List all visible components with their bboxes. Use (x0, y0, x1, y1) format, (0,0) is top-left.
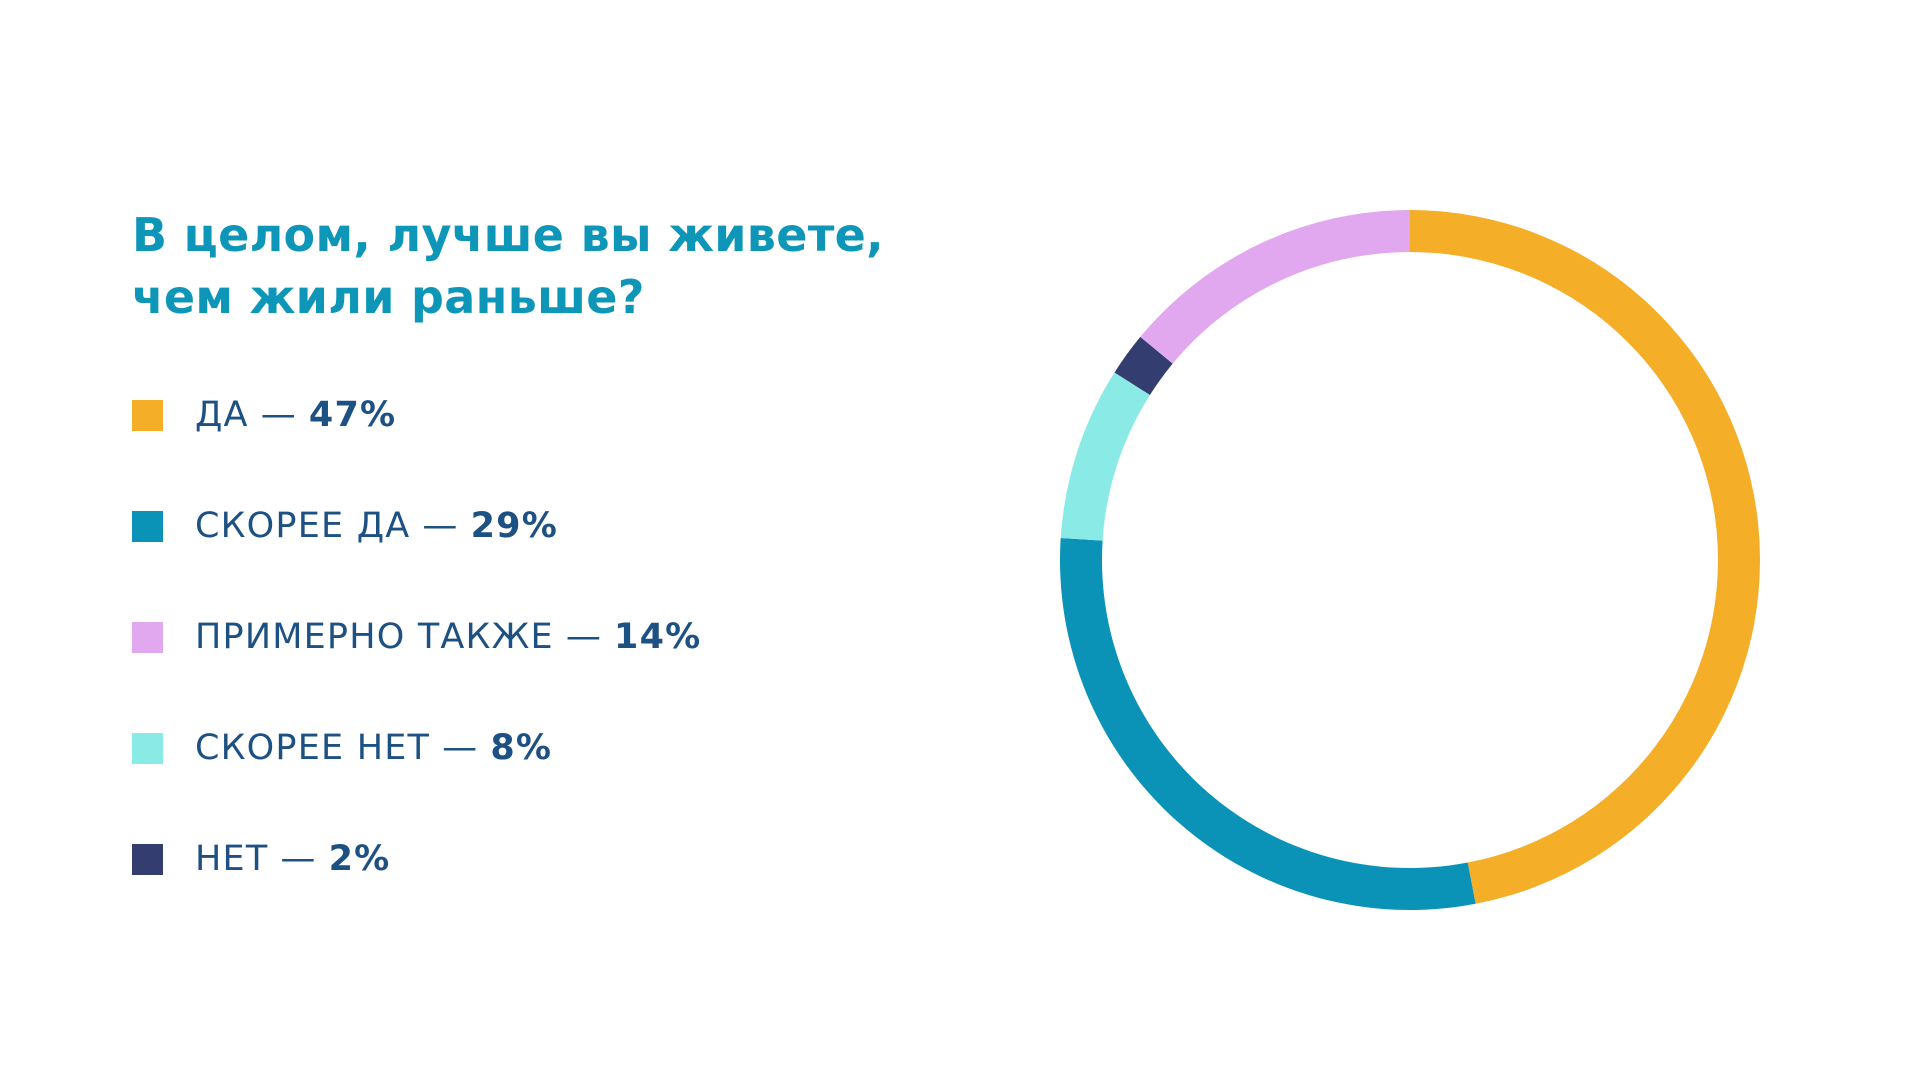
legend-value: 29% (470, 506, 558, 546)
legend-separator: — (565, 617, 603, 657)
legend-value: 8% (490, 728, 553, 768)
legend-item: ДА — 47% (132, 385, 701, 445)
legend-text: СКОРЕЕ НЕТ — 8% (195, 728, 552, 768)
legend-label: СКОРЕЕ НЕТ (195, 728, 431, 768)
chart-title: В целом, лучше вы живете, чем жили раньш… (132, 208, 884, 324)
legend-swatch (132, 510, 163, 542)
legend-label: ПРИМЕРНО ТАКЖЕ (195, 617, 554, 657)
legend-text: ПРИМЕРНО ТАКЖЕ — 14% (195, 617, 701, 657)
legend-value: 47% (308, 395, 397, 435)
legend-swatch (132, 621, 163, 653)
donut-slice (1140, 210, 1410, 364)
legend-separator: — (422, 506, 459, 546)
legend-label: ДА (195, 395, 249, 435)
legend-item: НЕТ — 2% (132, 829, 701, 889)
legend-label: СКОРЕЕ ДА (195, 506, 411, 546)
legend-separator: — (280, 839, 317, 879)
chart-legend: ДА — 47% СКОРЕЕ ДА — 29% ПРИМЕРНО ТАКЖЕ — 14% СКО… (132, 385, 701, 940)
donut-slice (1410, 210, 1760, 904)
legend-item: СКОРЕЕ НЕТ — 8% (132, 718, 701, 778)
legend-item: ПРИМЕРНО ТАКЖЕ — 14% (132, 607, 701, 667)
legend-swatch (132, 399, 163, 431)
legend-text: ДА — 47% (195, 395, 396, 435)
legend-value: 2% (328, 839, 391, 879)
legend-text: НЕТ — 2% (195, 839, 390, 879)
legend-text: СКОРЕЕ ДА — 29% (195, 506, 558, 546)
donut-slice (1114, 336, 1173, 395)
legend-item: СКОРЕЕ ДА — 29% (132, 496, 701, 556)
legend-swatch (132, 843, 163, 875)
legend-swatch (132, 732, 163, 764)
donut-slice (1060, 538, 1476, 910)
legend-separator: — (442, 728, 479, 768)
donut-chart (1060, 210, 1760, 910)
legend-label: НЕТ (195, 839, 269, 879)
legend-value: 14% (614, 617, 702, 657)
donut-slice (1060, 372, 1150, 541)
legend-separator: — (260, 395, 297, 435)
